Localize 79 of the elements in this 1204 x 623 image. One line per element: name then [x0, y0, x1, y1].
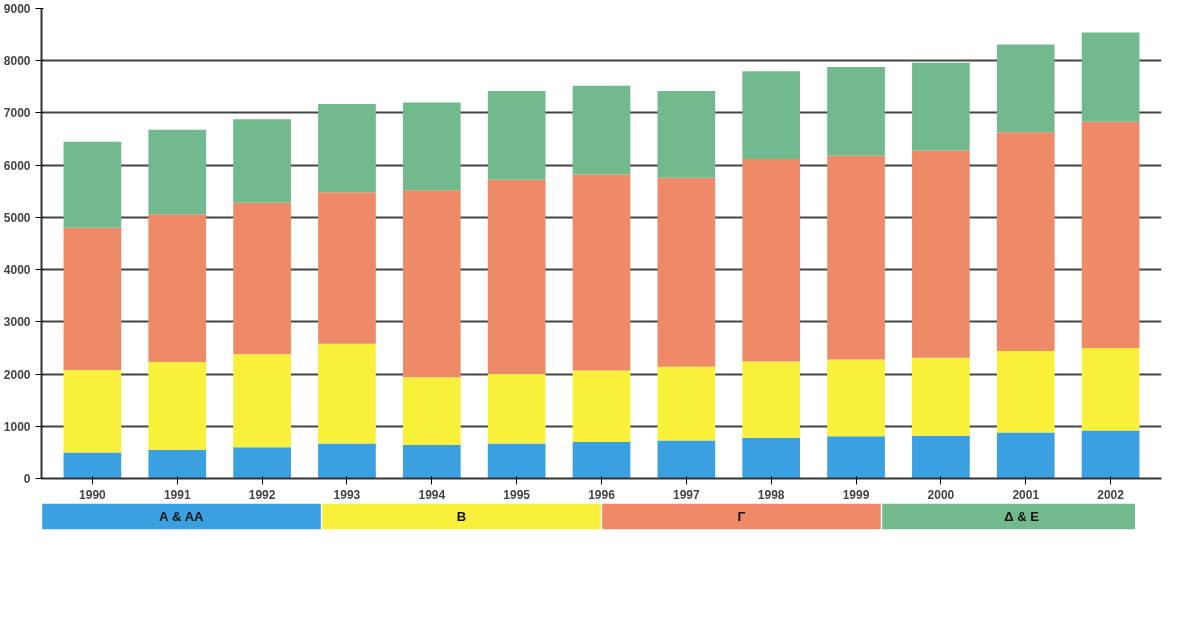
bar — [148, 449, 207, 479]
bar — [318, 192, 376, 344]
bar — [402, 190, 461, 378]
x-tick-label: 1992 — [248, 487, 276, 502]
text: Β — [456, 509, 467, 524]
x-tick-label: 1994 — [418, 487, 446, 502]
bar — [657, 440, 716, 479]
bar — [912, 357, 970, 436]
text: Α & ΑΑ — [159, 509, 205, 524]
bar — [318, 343, 376, 444]
y-tick-label: 4000 — [3, 263, 31, 278]
bar — [487, 443, 546, 479]
bar — [827, 66, 885, 156]
bar — [487, 179, 546, 375]
bar — [1081, 347, 1140, 431]
bar — [742, 158, 801, 362]
bar — [912, 150, 970, 358]
bar — [996, 44, 1055, 133]
bar — [148, 129, 207, 215]
bar — [827, 359, 885, 437]
x-tick-label: 1996 — [588, 487, 616, 502]
bar — [912, 62, 970, 151]
bar — [63, 452, 122, 479]
x-tick-label: 1990 — [79, 487, 107, 502]
bar — [233, 202, 291, 355]
bar — [1081, 430, 1140, 479]
bar — [657, 177, 716, 367]
text: Δ & Ε — [1004, 509, 1040, 524]
bar — [487, 91, 546, 180]
bar — [657, 91, 716, 178]
y-tick-label: 5000 — [3, 210, 31, 225]
y-tick-label: 1000 — [3, 419, 31, 434]
bar — [572, 174, 631, 371]
y-tick-label: 6000 — [3, 158, 31, 173]
y-tick-label: 3000 — [3, 315, 31, 330]
y-tick-label: 9000 — [3, 2, 31, 16]
x-tick-label: 1997 — [673, 487, 701, 502]
bar — [827, 155, 885, 360]
bar — [402, 377, 461, 446]
bar — [318, 104, 376, 193]
y-tick-label: 8000 — [3, 54, 31, 69]
bar — [402, 102, 461, 191]
bar — [996, 351, 1055, 433]
bar — [827, 436, 885, 479]
bar — [572, 441, 631, 479]
text: Γ — [737, 509, 746, 524]
bar — [1081, 121, 1140, 348]
bar — [572, 370, 631, 442]
bar — [233, 447, 291, 479]
bar — [742, 361, 801, 438]
bar — [1081, 32, 1140, 122]
bar — [742, 71, 801, 159]
x-tick-label: 2000 — [927, 487, 955, 502]
bar — [63, 227, 122, 370]
bar — [233, 119, 291, 203]
bar — [63, 369, 122, 453]
bar — [148, 214, 207, 363]
bar — [912, 435, 970, 479]
bar — [742, 437, 801, 479]
bar — [233, 354, 291, 448]
y-tick-label: 7000 — [3, 106, 31, 121]
x-tick-label: 1998 — [757, 487, 785, 502]
bar — [63, 141, 122, 228]
bar — [318, 443, 376, 479]
bar — [996, 432, 1055, 479]
x-tick-label: 1995 — [503, 487, 531, 502]
x-tick-label: 1999 — [842, 487, 870, 502]
y-tick-label: 2000 — [3, 367, 31, 382]
bar — [996, 132, 1055, 352]
x-tick-label: 1991 — [163, 487, 191, 502]
x-tick-label: 2001 — [1012, 487, 1040, 502]
y-tick-label: 0 — [23, 472, 31, 486]
bar — [572, 85, 631, 175]
bar — [487, 374, 546, 444]
bar — [402, 445, 461, 479]
bar — [148, 362, 207, 450]
x-tick-label: 1993 — [333, 487, 361, 502]
bar — [657, 366, 716, 441]
x-tick-label: 2002 — [1097, 487, 1125, 502]
